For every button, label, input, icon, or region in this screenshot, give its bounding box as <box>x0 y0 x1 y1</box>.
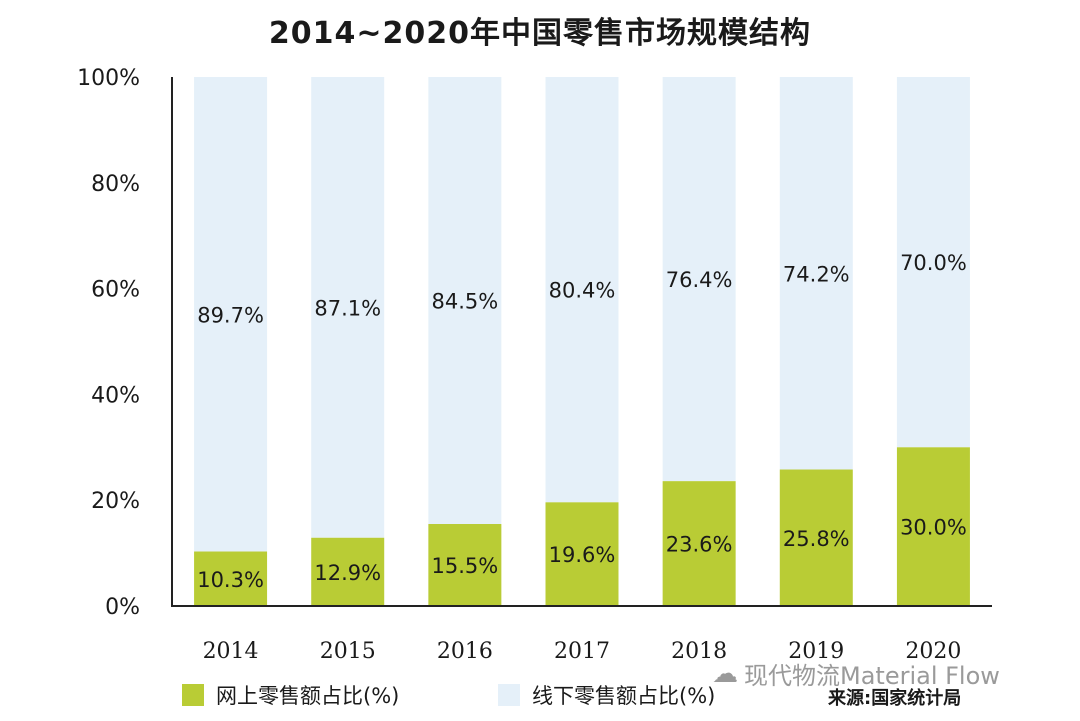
x-tick-label: 2014 <box>203 639 259 664</box>
x-tick-label: 2019 <box>788 639 844 664</box>
bar-online <box>779 469 853 606</box>
x-tick-label: 2017 <box>554 639 610 664</box>
source-note: 来源:国家统计局 <box>828 688 962 709</box>
bar-online <box>545 502 619 606</box>
bar-online <box>311 537 385 606</box>
y-tick-label: 80% <box>91 172 140 197</box>
x-tick-label: 2018 <box>671 639 727 664</box>
data-label-online: 25.8% <box>783 527 850 551</box>
legend-swatch-online <box>182 684 204 706</box>
watermark-text: 现代物流Material Flow <box>744 662 1000 690</box>
legend-swatch-offline <box>498 684 520 706</box>
bar-offline <box>194 77 268 552</box>
y-tick-label: 60% <box>91 278 140 303</box>
bar-online <box>662 481 736 606</box>
legend-label-online: 网上零售额占比(%) <box>216 684 400 708</box>
bar-offline <box>779 77 853 470</box>
bar-online <box>428 524 502 606</box>
legend-label-offline: 线下零售额占比(%) <box>532 684 716 708</box>
data-label-online: 12.9% <box>314 561 381 585</box>
bar-online <box>194 551 268 606</box>
data-label-offline: 74.2% <box>783 262 850 286</box>
y-tick-label: 100% <box>77 66 140 91</box>
bar-offline <box>428 77 502 525</box>
data-label-online: 19.6% <box>549 543 616 567</box>
watermark: ☁ 现代物流Material Flow <box>712 656 1000 691</box>
bar-offline <box>896 77 970 448</box>
data-label-offline: 70.0% <box>900 251 967 275</box>
data-label-offline: 76.4% <box>666 268 733 292</box>
data-label-online: 30.0% <box>900 516 967 540</box>
bar-offline <box>662 77 736 482</box>
y-tick-label: 0% <box>105 595 140 620</box>
data-label-online: 10.3% <box>197 568 264 592</box>
data-label-online: 23.6% <box>666 533 733 557</box>
data-label-offline: 87.1% <box>314 296 381 320</box>
x-tick-label: 2020 <box>905 639 961 664</box>
legend-item-online: 网上零售额占比(%) <box>182 680 399 710</box>
bar-offline <box>311 77 385 538</box>
bar-online <box>896 447 970 606</box>
data-label-offline: 80.4% <box>549 279 616 303</box>
chart-title: 2014~2020年中国零售市场规模结构 <box>268 16 812 51</box>
wechat-icon: ☁ <box>712 658 738 689</box>
y-tick-label: 20% <box>91 489 140 514</box>
x-tick-label: 2015 <box>320 639 376 664</box>
bar-offline <box>545 77 619 503</box>
data-label-offline: 84.5% <box>431 290 498 314</box>
data-label-offline: 89.7% <box>197 303 264 327</box>
y-tick-label: 40% <box>91 383 140 408</box>
x-tick-label: 2016 <box>437 639 493 664</box>
data-label-online: 15.5% <box>431 554 498 578</box>
legend-item-offline: 线下零售额占比(%) <box>498 680 715 710</box>
